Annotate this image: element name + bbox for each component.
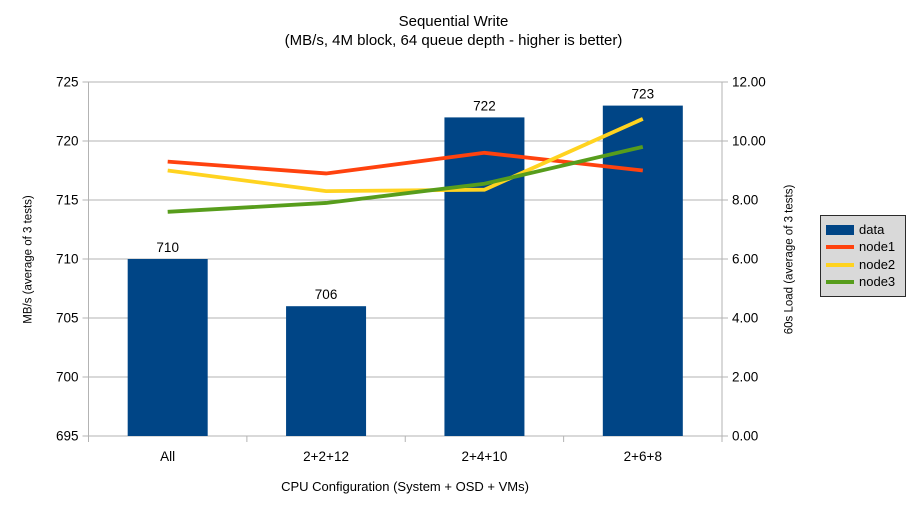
y-left-tick-label: 720 [56,134,79,149]
x-category-label: 2+2+12 [303,449,349,464]
legend-item-node1: node1 [826,240,903,254]
legend-swatch-node1 [826,245,854,250]
y-left-tick-label: 715 [56,193,79,208]
y-left-tick-label: 705 [56,311,79,326]
bar-2+2+12 [286,306,367,436]
chart-title: Sequential Write [398,13,509,30]
y-left-tick-label: 710 [56,252,79,267]
y-left-tick-label: 695 [56,429,79,444]
bar-2+6+8 [602,105,683,436]
bar-2+4+10 [444,117,525,437]
bar-value-label: 710 [156,240,179,255]
legend-item-data: data [826,221,903,237]
y-right-tick-label: 0.00 [732,429,758,444]
y-right-tick-label: 10.00 [732,134,766,149]
bar-value-label: 722 [473,98,496,113]
y-right-tick-label: 12.00 [732,75,766,90]
y-axis-title-left: MB/s (average of 3 tests) [22,195,35,324]
y-axis-title-right: 60s Load (average of 3 tests) [783,184,796,335]
line-node2 [167,117,644,194]
y-right-tick-label: 4.00 [732,311,758,326]
chart-subtitle: (MB/s, 4M block, 64 queue depth - higher… [284,32,623,49]
x-category-label: All [160,449,175,464]
x-category-label: 2+4+10 [462,449,508,464]
x-category-label: 2+6+8 [624,449,662,464]
legend-swatch-node2 [826,262,854,267]
legend-swatch-data [826,224,854,235]
y-right-tick-label: 8.00 [732,193,758,208]
bar-value-label: 723 [632,87,655,102]
bar-value-label: 706 [315,287,338,302]
legend-swatch-node3 [826,280,854,285]
y-left-tick-label: 725 [56,75,79,90]
y-right-tick-label: 2.00 [732,370,758,385]
legend-label-node3: node3 [859,274,896,290]
bar-All [127,259,208,436]
y-left-tick-label: 700 [56,370,79,385]
line-node3 [167,145,644,214]
legend-box: data node1 node2 node3 [820,215,906,297]
legend-item-node3: node3 [826,275,903,289]
y-right-tick-label: 6.00 [732,252,758,267]
line-node1 [167,150,644,176]
legend-label-data: data [859,221,885,237]
legend-label-node2: node2 [859,256,896,272]
x-axis-title: CPU Configuration (System + OSD + VMs) [281,479,529,494]
legend-item-node2: node2 [826,256,903,272]
legend-label-node1: node1 [859,239,896,255]
